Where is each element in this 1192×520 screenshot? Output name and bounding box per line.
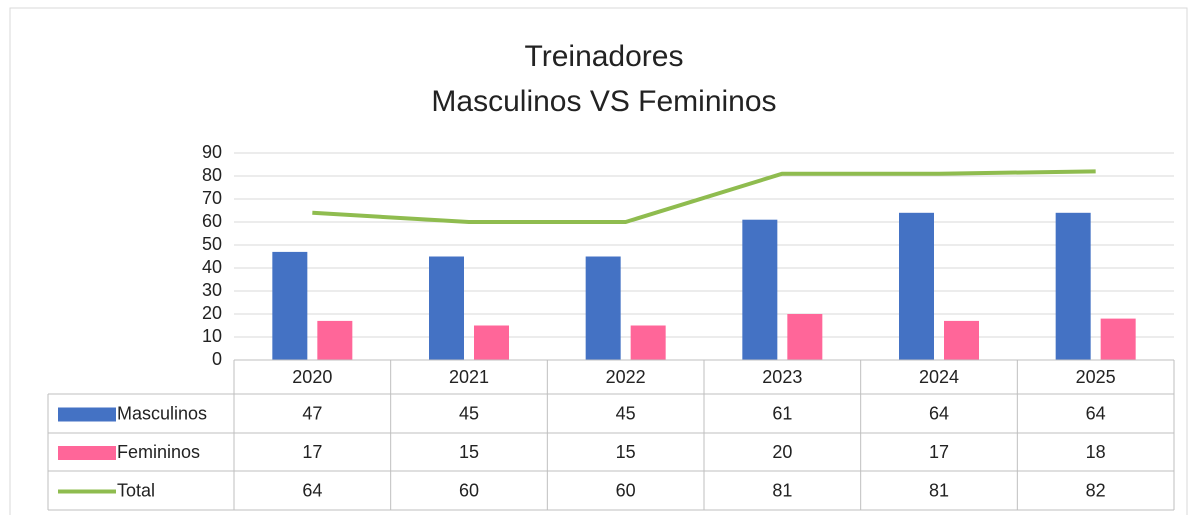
chart-title: Treinadores — [525, 40, 684, 73]
table-value: 82 — [1086, 480, 1106, 500]
table-value: 60 — [616, 480, 636, 500]
table-value: 47 — [302, 403, 322, 423]
y-tick-label: 10 — [202, 326, 222, 346]
bar — [899, 212, 934, 360]
table-value: 61 — [772, 403, 792, 423]
table-value: 45 — [616, 403, 636, 423]
x-tick-label: 2022 — [606, 367, 646, 387]
legend-key — [58, 446, 116, 460]
bar — [787, 314, 823, 360]
chart-subtitle: Masculinos VS Femininos — [431, 85, 776, 118]
y-tick-label: 40 — [202, 257, 222, 277]
table-value: 45 — [459, 403, 479, 423]
legend-label: Masculinos — [117, 403, 207, 423]
bar — [585, 256, 621, 360]
bar — [944, 320, 979, 360]
x-tick-label: 2024 — [919, 367, 959, 387]
table-value: 18 — [1086, 442, 1106, 462]
table-value: 81 — [772, 480, 792, 500]
legend-key — [58, 407, 116, 422]
y-tick-label: 50 — [202, 234, 222, 254]
table-value: 15 — [459, 442, 479, 462]
table-value: 15 — [616, 442, 636, 462]
y-tick-label: 20 — [202, 303, 222, 323]
bar — [317, 320, 353, 360]
table-value: 64 — [302, 480, 322, 500]
x-tick-label: 2025 — [1076, 367, 1116, 387]
legend-label: Femininos — [117, 442, 200, 462]
x-tick-label: 2020 — [292, 367, 332, 387]
bar — [1055, 212, 1091, 360]
bar — [429, 256, 464, 360]
x-tick-label: 2021 — [449, 367, 489, 387]
line-series — [312, 169, 1096, 224]
bar — [474, 325, 509, 360]
bar — [1100, 318, 1136, 360]
y-tick-label: 70 — [202, 188, 222, 208]
table-value: 17 — [302, 442, 322, 462]
y-tick-label: 60 — [202, 211, 222, 231]
bar — [272, 251, 308, 360]
bar — [742, 219, 778, 360]
table-value: 60 — [459, 480, 479, 500]
table-value: 20 — [772, 442, 792, 462]
y-tick-label: 0 — [212, 349, 222, 369]
table-value: 64 — [929, 403, 949, 423]
y-tick-label: 90 — [202, 142, 222, 162]
x-tick-label: 2023 — [762, 367, 802, 387]
legend-label: Total — [117, 480, 155, 500]
table-value: 17 — [929, 442, 949, 462]
y-tick-label: 30 — [202, 280, 222, 300]
bar — [630, 325, 666, 360]
table-value: 64 — [1086, 403, 1106, 423]
table-value: 81 — [929, 480, 949, 500]
y-tick-label: 80 — [202, 165, 222, 185]
